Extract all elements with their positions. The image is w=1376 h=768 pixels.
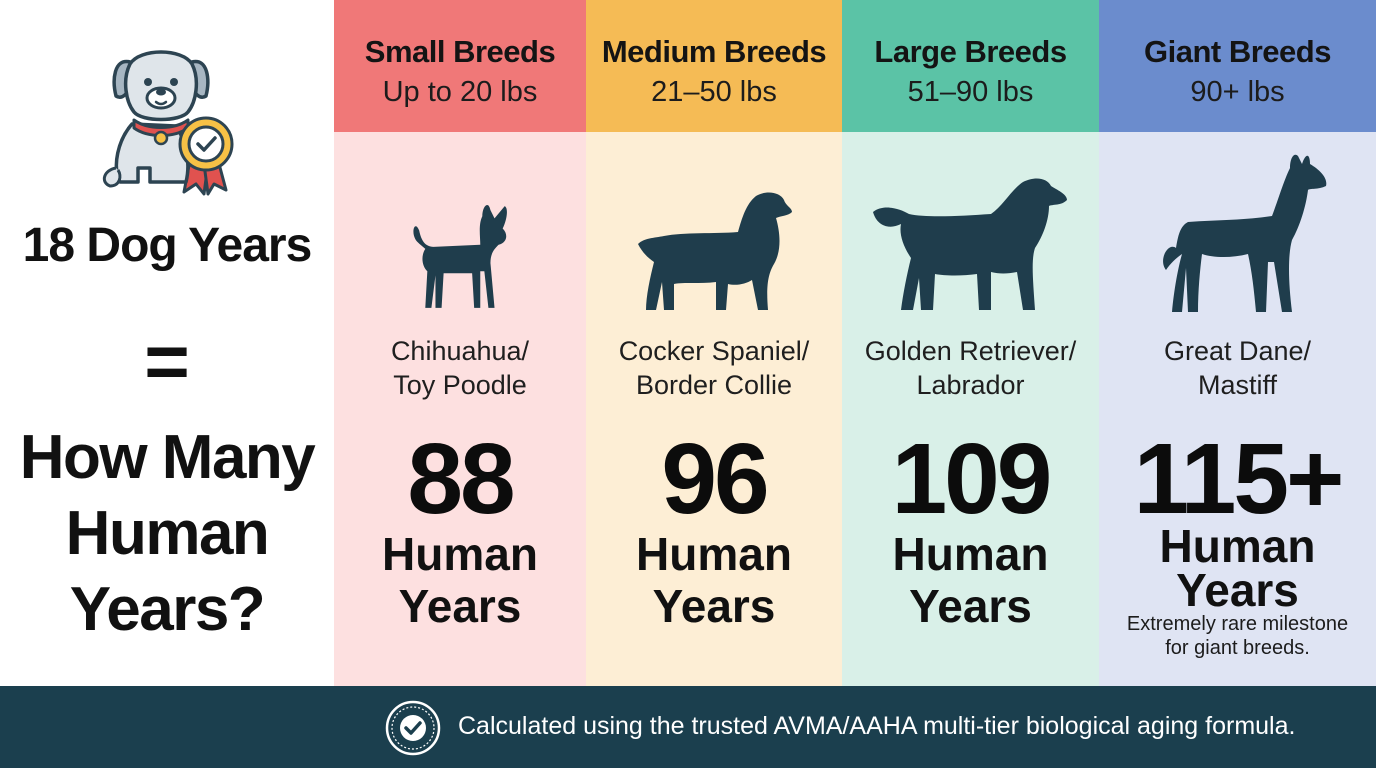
unit-line-2: Years	[1176, 564, 1299, 616]
breed-line-1: Great Dane/	[1163, 336, 1312, 366]
golden-retriever-silhouette-icon	[842, 176, 1099, 314]
chihuahua-silhouette-icon	[334, 200, 586, 312]
breed-line-2: Labrador	[916, 370, 1025, 400]
unit-line-2: Years	[398, 580, 522, 632]
column-body	[586, 132, 842, 686]
column-header: Small Breeds Up to 20 lbs	[334, 0, 586, 132]
column-title: Giant Breeds	[1144, 34, 1331, 69]
column-body	[334, 132, 586, 686]
human-years-unit: Human Years	[1099, 520, 1376, 616]
human-years-value: 88	[407, 423, 515, 535]
footnote: Extremely rare milestone for giant breed…	[1099, 612, 1376, 660]
weight-range: 90+ lbs	[1190, 76, 1285, 108]
footer-note: Calculated using the trusted AVMA/AAHA m…	[458, 712, 1296, 740]
breed-names: Golden Retriever/ Labrador	[842, 334, 1099, 402]
great-dane-silhouette-icon	[1099, 150, 1376, 316]
question-line-2: Human	[65, 499, 270, 568]
question-line-3: Years?	[69, 575, 266, 644]
breed-names: Cocker Spaniel/ Border Collie	[586, 334, 842, 402]
unit-line-1: Human	[382, 528, 538, 580]
cocker-spaniel-silhouette-icon	[586, 188, 842, 314]
breed-names: Great Dane/ Mastiff	[1099, 334, 1376, 402]
column-title: Small Breeds	[364, 34, 556, 69]
breed-line-2: Mastiff	[1197, 370, 1278, 400]
breed-line-1: Chihuahua/	[390, 336, 530, 366]
breed-column-small: Small Breeds Up to 20 lbs Chihuahua/ Toy…	[334, 0, 586, 686]
breed-column-giant: Giant Breeds 90+ lbs Great Dane/ Mastiff…	[1099, 0, 1376, 686]
verified-seal-icon	[385, 700, 441, 756]
note-line-2: for giant breeds.	[1165, 637, 1310, 659]
unit-line-1: Human	[892, 528, 1049, 580]
question-line-1: How Many	[19, 423, 316, 492]
human-years-unit: Human Years	[842, 528, 1099, 632]
human-years-unit: Human Years	[586, 528, 842, 632]
column-header: Giant Breeds 90+ lbs	[1099, 0, 1376, 132]
column-header: Large Breeds 51–90 lbs	[842, 0, 1099, 132]
left-panel: 18 Dog Years = How Many Human Years?	[0, 0, 334, 686]
footer-bar: Calculated using the trusted AVMA/AAHA m…	[0, 686, 1376, 768]
breed-line-2: Toy Poodle	[393, 370, 527, 400]
breed-column-large: Large Breeds 51–90 lbs Golden Retriever/…	[842, 0, 1099, 686]
question-heading: How Many Human Years?	[0, 420, 334, 648]
weight-range: 51–90 lbs	[907, 76, 1034, 108]
column-title: Large Breeds	[874, 34, 1067, 69]
unit-line-2: Years	[909, 580, 1032, 632]
equals-sign: =	[144, 317, 190, 405]
column-title: Medium Breeds	[601, 34, 827, 69]
breed-names: Chihuahua/ Toy Poodle	[334, 334, 586, 402]
unit-line-1: Human	[1159, 520, 1316, 572]
weight-range: 21–50 lbs	[651, 76, 777, 108]
breed-line-1: Golden Retriever/	[864, 336, 1077, 366]
dog-with-award-ribbon-icon	[92, 40, 252, 200]
weight-range: Up to 20 lbs	[382, 76, 538, 108]
column-header: Medium Breeds 21–50 lbs	[586, 0, 842, 132]
dog-years-label: 18 Dog Years	[22, 219, 313, 272]
breed-column-medium: Medium Breeds 21–50 lbs Cocker Spaniel/ …	[586, 0, 842, 686]
unit-line-1: Human	[636, 528, 792, 580]
human-years-value: 96	[661, 423, 769, 535]
unit-line-2: Years	[652, 580, 776, 632]
human-years-unit: Human Years	[334, 528, 586, 632]
human-years-value: 115+	[1133, 423, 1345, 535]
breed-line-2: Border Collie	[635, 370, 793, 400]
note-line-1: Extremely rare milestone	[1126, 613, 1349, 635]
human-years-value: 109	[891, 423, 1053, 535]
breed-line-1: Cocker Spaniel/	[618, 336, 810, 366]
